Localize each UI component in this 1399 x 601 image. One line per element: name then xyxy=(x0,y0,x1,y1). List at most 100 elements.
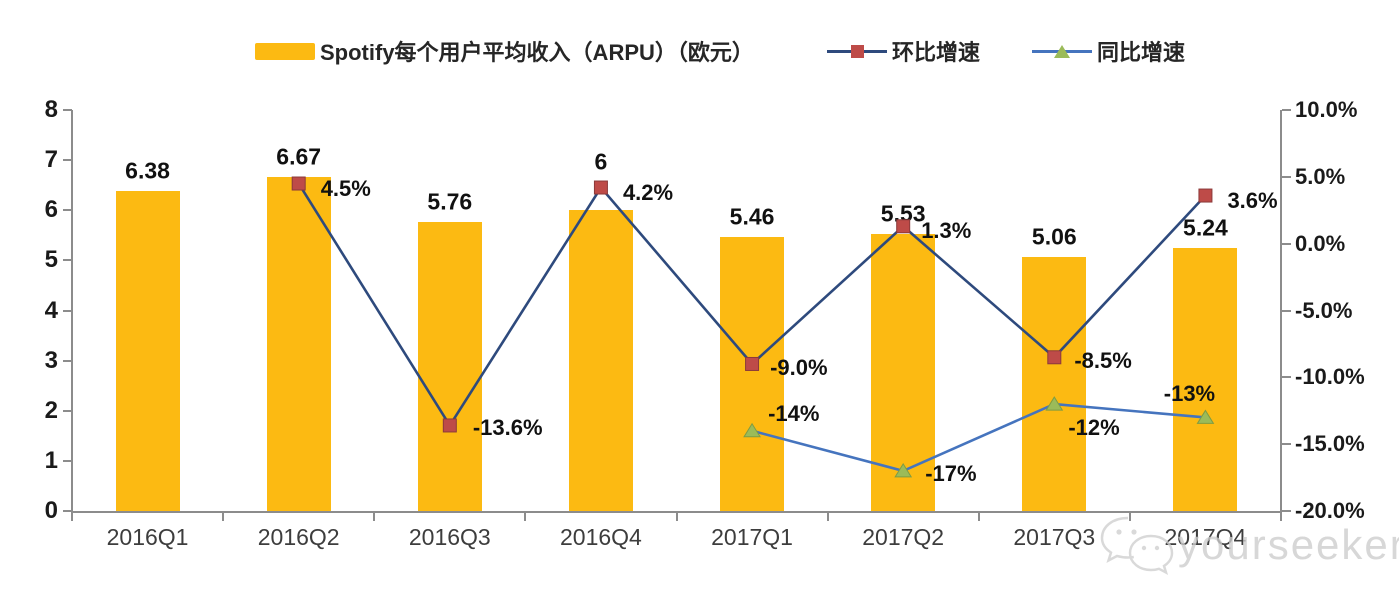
left-axis-tick xyxy=(63,359,72,362)
yoy-growth-marker-icon xyxy=(894,462,913,478)
left-axis-tick-label: 1 xyxy=(44,446,58,474)
right-axis-tick xyxy=(1282,510,1291,512)
x-category-label: 2016Q4 xyxy=(560,524,642,550)
x-category-label: 2017Q4 xyxy=(1164,524,1247,550)
x-category-label: 2017Q3 xyxy=(1013,524,1096,550)
yoy-growth-line xyxy=(751,402,1206,473)
left-axis-tick xyxy=(63,409,72,412)
qoq-growth-marker-icon xyxy=(291,176,306,191)
legend-item-qoq: 环比增速 xyxy=(827,38,981,65)
right-axis-tick-label: -15.0% xyxy=(1295,431,1365,457)
yoy-growth-marker-icon xyxy=(1045,396,1064,411)
right-axis-tick-label: 0.0% xyxy=(1295,230,1346,256)
x-category-label: 2017Q1 xyxy=(711,524,793,550)
left-axis-tick-label: 6 xyxy=(44,196,58,224)
left-axis-tick xyxy=(63,510,72,512)
right-axis-tick-label: -5.0% xyxy=(1295,297,1353,323)
arpu-bar xyxy=(720,237,785,511)
yoy-growth-marker-icon xyxy=(743,422,761,438)
bar-series-swatch xyxy=(255,42,315,60)
arpu-bar xyxy=(115,191,180,511)
yoy-growth-value-label: -14% xyxy=(768,400,820,426)
left-axis-tick-label: 4 xyxy=(44,296,58,324)
left-axis-tick xyxy=(63,159,72,162)
arpu-bar xyxy=(266,176,331,511)
arpu-bar-value-label: 5.06 xyxy=(1031,223,1077,250)
x-axis-tick xyxy=(373,513,376,521)
legend-label-qoq: 环比增速 xyxy=(892,40,981,65)
qoq-growth-value-label: 1.3% xyxy=(921,218,972,244)
qoq-growth-marker-icon xyxy=(896,219,911,234)
x-axis-tick xyxy=(222,513,225,521)
arpu-bar xyxy=(1173,248,1238,511)
arpu-bar xyxy=(1022,257,1087,511)
qoq-growth-value-label: 3.6% xyxy=(1227,187,1278,213)
x-axis-tick xyxy=(1280,513,1282,521)
x-category-label: 2016Q3 xyxy=(408,524,491,550)
legend-item-arpu: Spotify每个用户平均收入（ARPU）（欧元） xyxy=(255,38,754,65)
qoq-growth-line xyxy=(297,182,1207,428)
x-axis-line xyxy=(72,511,1281,513)
left-axis-tick xyxy=(63,109,72,111)
right-axis-tick-label: 5.0% xyxy=(1295,163,1346,189)
arpu-bar-value-label: 6 xyxy=(594,148,608,175)
qoq-growth-marker-icon xyxy=(442,418,457,433)
red-square-marker-icon xyxy=(851,44,864,58)
arpu-bar xyxy=(568,210,633,511)
left-axis-line xyxy=(71,110,73,513)
arpu-bar-value-label: 5.24 xyxy=(1183,214,1228,241)
x-category-label: 2016Q1 xyxy=(106,524,189,550)
right-axis-tick-label: -10.0% xyxy=(1295,364,1365,390)
qoq-growth-marker-icon xyxy=(593,180,608,195)
x-axis-tick xyxy=(71,513,73,521)
qoq-growth-marker-icon xyxy=(745,356,760,371)
yoy-line-sample xyxy=(1032,43,1092,60)
arpu-bar-value-label: 6.38 xyxy=(125,157,170,184)
qoq-growth-value-label: -9.0% xyxy=(770,354,828,380)
arpu-bar xyxy=(417,222,482,511)
qoq-growth-value-label: 4.5% xyxy=(320,175,371,201)
left-axis-tick-label: 7 xyxy=(44,146,58,174)
yoy-growth-value-label: -13% xyxy=(1163,381,1216,407)
yoy-growth-marker-icon xyxy=(1196,409,1215,424)
arpu-bar-value-label: 6.67 xyxy=(276,143,322,170)
right-axis-tick xyxy=(1282,109,1291,111)
right-axis-tick-label: -20.0% xyxy=(1295,498,1365,523)
left-axis-tick-label: 8 xyxy=(44,96,58,123)
x-axis-tick xyxy=(977,513,980,521)
yoy-growth-value-label: -12% xyxy=(1068,415,1120,441)
right-axis-tick xyxy=(1282,242,1291,245)
left-axis-tick xyxy=(63,209,72,212)
right-axis-tick xyxy=(1282,376,1291,379)
right-axis-tick xyxy=(1282,175,1291,178)
x-category-label: 2017Q2 xyxy=(862,524,945,550)
x-axis-tick xyxy=(675,513,678,521)
left-axis-tick xyxy=(63,459,72,462)
yoy-growth-value-label: -17% xyxy=(925,460,977,486)
legend-item-yoy: 同比增速 xyxy=(1032,38,1186,65)
arpu-bar-value-label: 5.46 xyxy=(729,203,775,230)
x-category-label: 2016Q2 xyxy=(257,524,340,550)
right-axis-tick-label: 10.0% xyxy=(1295,97,1358,122)
qoq-line-sample xyxy=(827,43,887,60)
left-axis-tick xyxy=(63,309,72,312)
right-axis-line xyxy=(1280,110,1282,513)
left-axis-tick xyxy=(63,259,72,262)
legend-label-yoy: 同比增速 xyxy=(1097,40,1186,65)
right-axis-tick xyxy=(1282,309,1291,312)
right-axis-tick xyxy=(1282,443,1291,446)
qoq-growth-marker-icon xyxy=(1047,350,1062,365)
qoq-growth-marker-icon xyxy=(1198,188,1213,203)
qoq-growth-value-label: -13.6% xyxy=(472,415,543,441)
qoq-growth-value-label: 4.2% xyxy=(622,179,674,205)
legend-label-arpu: Spotify每个用户平均收入（ARPU）（欧元） xyxy=(320,40,754,65)
green-triangle-marker-icon xyxy=(1054,44,1070,58)
arpu-bar-value-label: 5.76 xyxy=(427,188,473,215)
x-axis-tick xyxy=(826,513,829,521)
left-axis-tick-label: 3 xyxy=(44,346,58,374)
left-axis-tick-label: 2 xyxy=(44,396,58,424)
left-axis-tick-label: 0 xyxy=(44,497,58,524)
